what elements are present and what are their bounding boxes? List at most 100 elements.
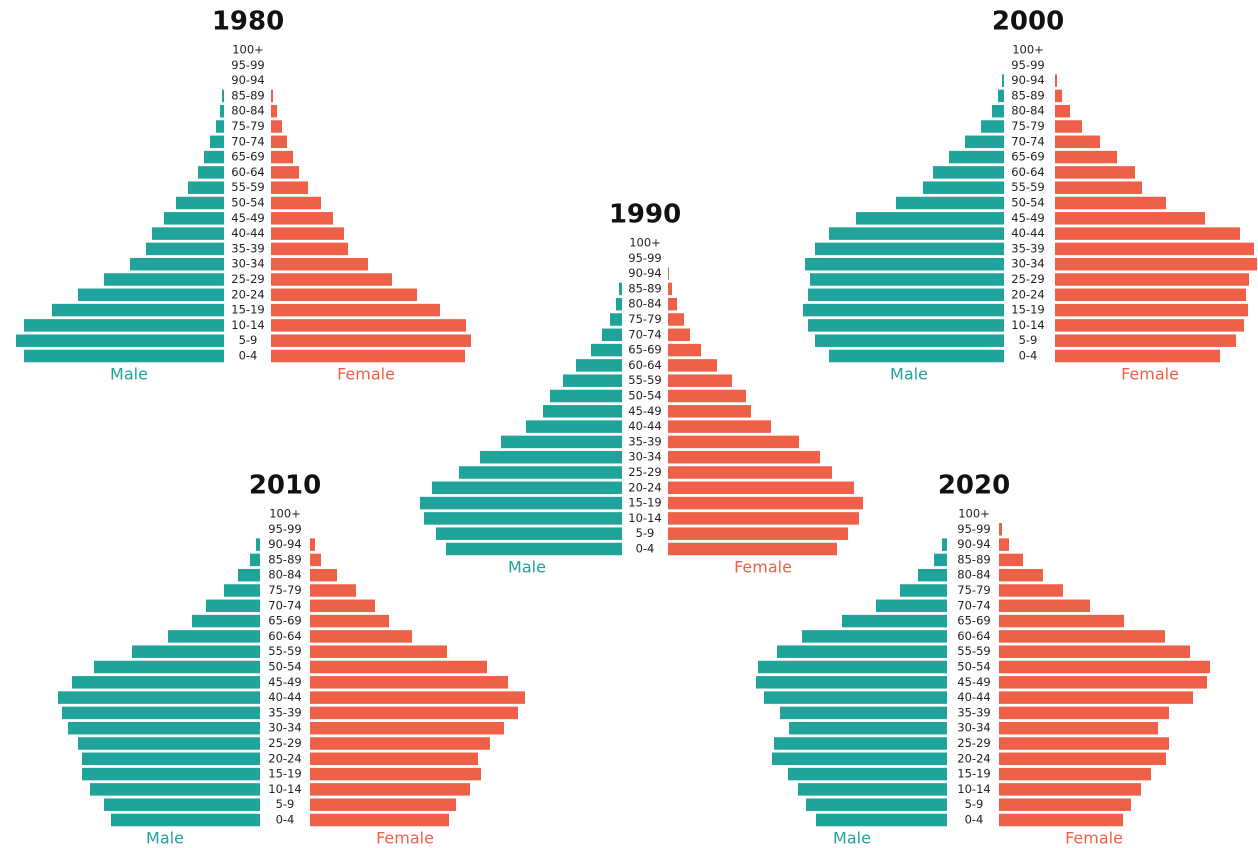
age-label: 70-74 <box>628 327 661 341</box>
age-label: 15-19 <box>1011 303 1044 317</box>
bar <box>1055 135 1100 149</box>
bar <box>816 813 947 827</box>
age-label: 95-99 <box>957 522 990 536</box>
bar <box>668 496 863 510</box>
bar <box>668 512 859 525</box>
age-label: 35-39 <box>957 705 990 719</box>
age-label: 5-9 <box>965 797 984 811</box>
bar <box>1055 319 1244 332</box>
bar <box>999 553 1023 567</box>
bar <box>526 420 622 433</box>
bar <box>164 212 224 225</box>
age-label: 40-44 <box>628 419 661 433</box>
bar <box>668 466 832 479</box>
legend-label: Male <box>508 558 546 577</box>
age-label: 75-79 <box>628 312 661 326</box>
bar <box>90 783 260 796</box>
bar <box>981 120 1004 133</box>
bar <box>16 334 224 347</box>
age-label: 40-44 <box>1011 226 1044 240</box>
bar <box>1055 212 1205 225</box>
age-label: 10-14 <box>628 511 661 525</box>
bar <box>459 466 622 479</box>
age-label: 30-34 <box>957 721 990 735</box>
bar <box>1055 288 1246 302</box>
bar <box>82 752 260 766</box>
age-label: 85-89 <box>957 552 990 566</box>
bar <box>271 181 308 194</box>
bar <box>310 737 490 750</box>
age-label: 50-54 <box>231 196 264 210</box>
bar <box>1055 257 1257 271</box>
bar <box>68 721 260 735</box>
age-label: 10-14 <box>1011 318 1044 332</box>
bar <box>271 212 333 225</box>
age-label: 0-4 <box>276 813 295 827</box>
age-label: 30-34 <box>231 257 264 271</box>
bar <box>271 166 299 179</box>
age-label: 60-64 <box>268 629 301 643</box>
bar <box>999 568 1043 582</box>
bar <box>934 553 947 567</box>
bar <box>999 737 1169 750</box>
bar <box>610 313 622 326</box>
bar <box>999 599 1090 613</box>
bar <box>668 420 771 433</box>
bar <box>111 813 260 827</box>
age-label: 80-84 <box>1011 104 1044 118</box>
bar <box>806 798 947 811</box>
bar <box>271 257 368 271</box>
bar <box>58 691 260 704</box>
bar <box>876 599 947 613</box>
bar <box>788 767 947 781</box>
bar <box>168 630 260 643</box>
bar <box>668 313 684 326</box>
bar <box>668 450 820 464</box>
age-label: 35-39 <box>231 241 264 255</box>
bar <box>668 389 746 403</box>
age-label: 65-69 <box>268 614 301 628</box>
bar <box>999 645 1190 658</box>
bar <box>310 798 456 811</box>
bar <box>310 767 481 781</box>
bar <box>999 798 1131 811</box>
age-label: 40-44 <box>957 690 990 704</box>
age-label: 75-79 <box>957 583 990 597</box>
age-label: 65-69 <box>628 343 661 357</box>
bar <box>999 614 1124 628</box>
age-label: 60-64 <box>231 165 264 179</box>
age-label: 85-89 <box>231 88 264 102</box>
bar <box>222 89 224 103</box>
bar <box>271 89 273 103</box>
bar <box>216 120 224 133</box>
bar <box>616 297 622 311</box>
age-label: 80-84 <box>268 568 301 582</box>
bar <box>805 257 1004 271</box>
bar <box>856 212 1004 225</box>
age-label: 90-94 <box>628 266 661 280</box>
age-label: 65-69 <box>1011 150 1044 164</box>
age-label: 20-24 <box>231 287 264 301</box>
bar <box>923 181 1004 194</box>
age-label: 10-14 <box>231 318 264 332</box>
legend-label: Female <box>1121 365 1179 384</box>
age-label: 20-24 <box>1011 287 1044 301</box>
bar <box>271 349 465 363</box>
bar <box>1055 181 1142 194</box>
age-label: 55-59 <box>268 644 301 658</box>
age-label: 70-74 <box>957 598 990 612</box>
bar <box>1055 166 1135 179</box>
bar <box>130 257 224 271</box>
bar <box>668 481 854 495</box>
bar <box>52 303 224 317</box>
age-label: 70-74 <box>1011 134 1044 148</box>
bar <box>999 630 1165 643</box>
bar <box>424 512 622 525</box>
bar <box>543 405 622 418</box>
legend-label: Female <box>734 558 792 577</box>
bar <box>992 104 1004 118</box>
bar <box>933 166 1004 179</box>
bar <box>810 273 1004 286</box>
bar <box>999 676 1207 689</box>
bar <box>1055 120 1082 133</box>
